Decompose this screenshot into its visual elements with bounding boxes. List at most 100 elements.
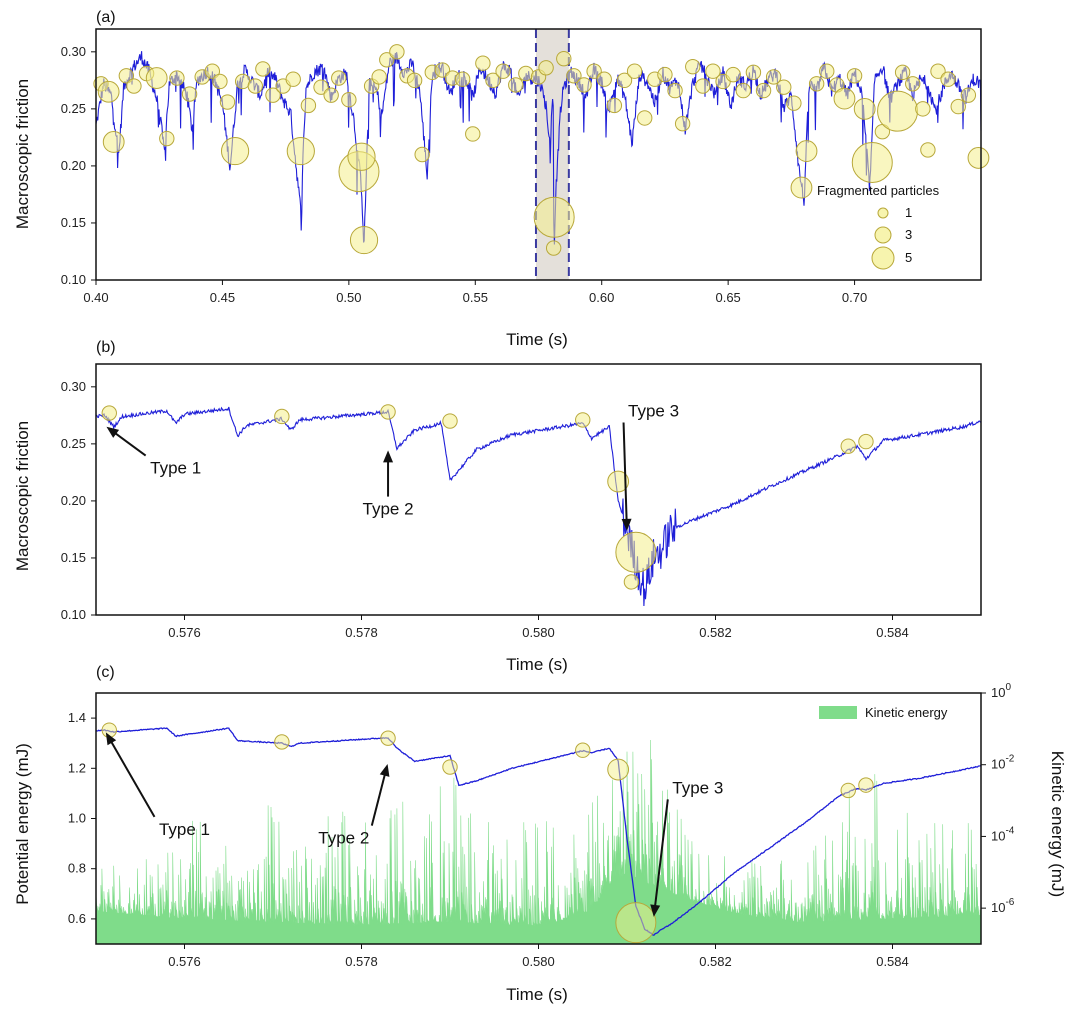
bubble-b-0: [101, 405, 117, 421]
annotation-label-c-0: Type 1: [159, 820, 210, 839]
plot-area-b: 0.576 0.578 0.580 0.582 0.584 0.10 0.15 0.20 0.2…: [61, 379, 981, 640]
axes-frame-c: [95, 692, 982, 945]
axes-frame-b: [95, 363, 982, 616]
bubble-a-68: [725, 66, 741, 83]
legend-label-5: 5: [905, 250, 912, 265]
x-tick-label-c-0: 0.576: [168, 954, 201, 969]
annotation-arrowhead-c-2: [650, 904, 661, 917]
bubble-a-85: [877, 90, 919, 132]
plot-area-a: 0.40 0.45 0.50 0.55 0.60 0.65 0.70 0.10 0.15 0.20…: [61, 29, 990, 305]
bubble-a-64: [685, 58, 701, 75]
y-tick-label-b-2: 0.20: [61, 493, 86, 508]
bubble-a-21: [286, 136, 315, 166]
x-tick-label-b-0: 0.576: [168, 625, 201, 640]
bubble-b-8: [840, 438, 856, 454]
x-tick-label-c-4: 0.584: [876, 954, 909, 969]
x-tick-label-a-4: 0.60: [589, 290, 614, 305]
y-tick-label-c-3: 1.2: [68, 760, 86, 775]
y-right-tick-exp-c-1: -2: [1005, 754, 1014, 765]
bubble-a-8: [169, 70, 185, 86]
y-tick-label-a-4: 0.30: [61, 44, 86, 59]
bubble-c-3: [442, 759, 458, 775]
bubble-a-86: [894, 64, 911, 81]
y-tick-label-c-2: 1.0: [68, 811, 86, 826]
bubble-a-94: [967, 147, 990, 169]
bubble-a-54: [586, 63, 602, 79]
bubble-a-18: [265, 87, 281, 103]
bubble-a-33: [389, 44, 405, 60]
bubble-a-74: [786, 95, 802, 111]
bubble-a-17: [255, 61, 271, 77]
bubble-a-93: [960, 87, 977, 103]
x-tick-label-a-1: 0.45: [210, 290, 235, 305]
x-axis-label-b: Time (s): [506, 655, 568, 674]
bubble-a-2: [102, 131, 125, 153]
bubble-c-1: [274, 734, 290, 750]
x-tick-label-a-3: 0.55: [463, 290, 488, 305]
bubble-a-80: [833, 87, 856, 110]
bubble-a-90: [930, 63, 946, 79]
bubble-a-31: [371, 69, 387, 85]
bubble-a-70: [745, 64, 762, 81]
y-tick-label-a-3: 0.25: [61, 101, 86, 116]
panel-b: (b) Macroscopic friction Time (s) 0.576 0…: [13, 339, 982, 674]
bubble-a-45: [508, 77, 524, 93]
bubble-a-87: [905, 76, 921, 92]
bubble-a-77: [808, 76, 825, 92]
bubble-a-40: [454, 71, 471, 87]
kinetic-energy-area: [95, 739, 982, 945]
bubble-a-25: [331, 70, 347, 86]
bubble-a-73: [776, 79, 792, 95]
panel-label-c: (c): [96, 664, 115, 681]
legend-label-3: 3: [905, 227, 912, 242]
bubble-a-38: [434, 62, 451, 78]
bubble-a-11: [204, 63, 221, 79]
bubble-a-44: [495, 63, 511, 79]
bubble-a-7: [159, 130, 175, 147]
annotation-arrowhead-b-0: [106, 426, 120, 438]
plot-area-c: 0.576 0.578 0.580 0.582 0.584 0.6 0.8 1.0 1.2 1.4…: [68, 682, 1015, 969]
bubble-a-59: [637, 110, 653, 126]
bubble-a-4: [126, 78, 142, 94]
x-tick-label-b-1: 0.578: [345, 625, 378, 640]
y-tick-label-c-4: 1.4: [68, 710, 86, 725]
series-line-c: [95, 727, 982, 936]
annotation-label-b-0: Type 1: [150, 459, 201, 478]
x-axis-label-a: Time (s): [506, 330, 568, 349]
bubble-a-57: [616, 72, 633, 89]
x-tick-label-a-5: 0.65: [715, 290, 740, 305]
bubble-a-24: [323, 87, 339, 103]
bubble-a-65: [695, 78, 711, 94]
annotation-label-b-1: Type 2: [363, 500, 414, 519]
bubble-c-4: [575, 742, 591, 758]
bubble-a-36: [414, 146, 430, 163]
bubble-c-6: [615, 902, 657, 944]
y-tick-label-a-1: 0.15: [61, 215, 86, 230]
bubble-a-35: [406, 72, 423, 89]
y-tick-label-b-1: 0.15: [61, 550, 86, 565]
annotation-label-c-2: Type 3: [672, 778, 723, 797]
bubble-b-3: [442, 413, 458, 429]
y-axis-label-b: Macroscopic friction: [13, 421, 32, 571]
y-right-tick-exp-c-3: -6: [1005, 897, 1014, 908]
bubble-b-5: [607, 470, 630, 493]
bubble-a-61: [657, 66, 673, 83]
bubble-c-7: [840, 782, 856, 799]
bubble-a-29: [349, 225, 379, 255]
bubble-a-83: [851, 141, 893, 183]
bubble-b-4: [575, 412, 591, 428]
bubble-a-63: [674, 115, 691, 132]
bubble-a-14: [220, 136, 250, 166]
x-tick-label-c-3: 0.582: [699, 954, 732, 969]
x-tick-label-a-2: 0.50: [336, 290, 361, 305]
bubble-a-48: [538, 60, 554, 76]
bubble-b-1: [274, 408, 290, 425]
y-tick-label-b-4: 0.30: [61, 379, 86, 394]
bubble-a-12: [212, 73, 228, 90]
series-line-b: [95, 406, 981, 607]
legend-marker-5: [871, 246, 895, 270]
bubble-a-32: [379, 52, 395, 68]
legend-a: Fragmented particles 1 3 5: [817, 183, 940, 270]
bubble-b-9: [858, 433, 874, 450]
annotation-arrowhead-c-0: [105, 732, 117, 746]
